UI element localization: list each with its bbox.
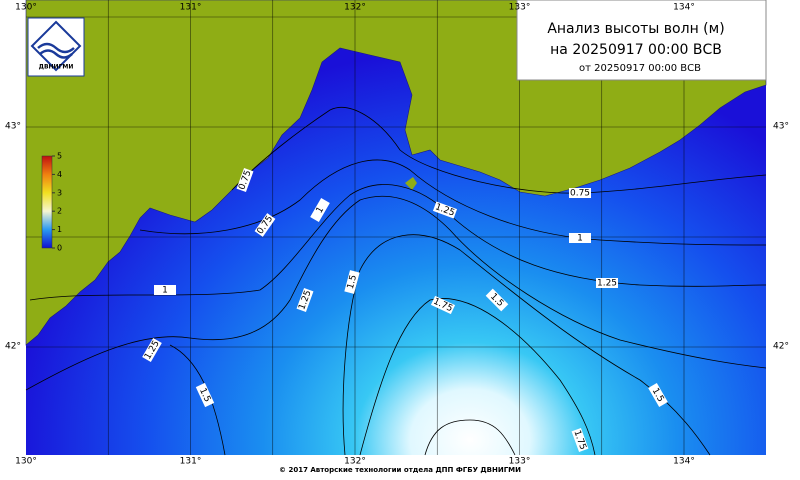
longitude-label: 133°: [509, 457, 531, 467]
latitude-label: 43°: [773, 122, 789, 132]
colorbar: [41, 155, 53, 249]
contour-label-group: 0.75: [569, 188, 591, 199]
contour-label: 1: [315, 205, 327, 215]
contour-label-group: 1: [310, 197, 330, 223]
longitude-label: 132°: [344, 457, 366, 467]
colorbar-tick-label: 4: [57, 170, 62, 179]
contour-label-bg: [154, 285, 176, 295]
longitude-label: 130°: [15, 457, 37, 467]
logo-diamond: [30, 20, 82, 72]
latitude-label: 43°: [5, 122, 21, 132]
contour-label-group: 1.25: [596, 278, 618, 289]
contour-label-group: 1: [569, 233, 591, 244]
contour-label-bg: [254, 213, 276, 237]
contour-label-bg: [430, 295, 456, 315]
issue-time: от 20250917 00:00 ВСВ: [579, 63, 701, 74]
contour-label-bg: [569, 233, 591, 243]
contour-label: 1: [162, 286, 168, 296]
footer: © 2017 Авторские технологии отдела ДПП Ф…: [279, 466, 521, 474]
contour-label-bg: [142, 337, 162, 363]
title-box: [516, 0, 767, 81]
contour-label-bg: [344, 270, 360, 294]
longitude-label: 133°: [509, 3, 531, 13]
contour-line: [139, 159, 767, 246]
colorbar-tick-label: 1: [57, 225, 62, 234]
contour-label: 0.75: [570, 189, 590, 199]
map-title: Анализ высоты волн (м): [547, 21, 724, 37]
latitude-label: 42°: [773, 342, 789, 352]
contour-label-bg: [485, 288, 509, 312]
contour-line: [25, 195, 767, 391]
contour-label-bg: [296, 287, 314, 313]
contour-line: [359, 298, 596, 456]
colorbar-tick-label: 5: [57, 152, 62, 161]
longitude-label: 132°: [344, 3, 366, 13]
logo-text: ДВНИГМИ: [39, 64, 74, 71]
longitude-label: 134°: [673, 457, 695, 467]
contour-label-bg: [195, 382, 215, 408]
logo-waves: [37, 42, 75, 59]
contour-label-group: 1.5: [344, 270, 360, 294]
contour-label-bg: [648, 382, 668, 408]
contour-label-bg: [596, 278, 618, 288]
contour-label-bg: [569, 188, 591, 198]
contour-line: [29, 184, 767, 301]
analysis-time: на 20250917 00:00 ВСВ: [550, 42, 722, 58]
contour-label-bg: [432, 201, 458, 219]
contour-label-group: 1: [154, 285, 176, 296]
contour-label: 1.25: [597, 279, 617, 289]
contour-label: 1.5: [346, 274, 359, 290]
colorbar-tick-label: 0: [57, 244, 62, 253]
island: [405, 177, 417, 190]
contour-label: 1: [577, 234, 583, 244]
contour-label-bg: [310, 197, 330, 223]
colorbar-tick-label: 2: [57, 207, 62, 216]
contour-line: [231, 107, 767, 194]
longitude-label: 130°: [15, 3, 37, 13]
contour-label-bg: [571, 427, 589, 453]
longitude-label: 131°: [180, 457, 202, 467]
contour-label-bg: [236, 167, 254, 193]
colorbar-tick-label: 3: [57, 188, 62, 197]
longitude-label: 134°: [673, 3, 695, 13]
latitude-label: 42°: [5, 342, 21, 352]
longitude-label: 131°: [180, 3, 202, 13]
